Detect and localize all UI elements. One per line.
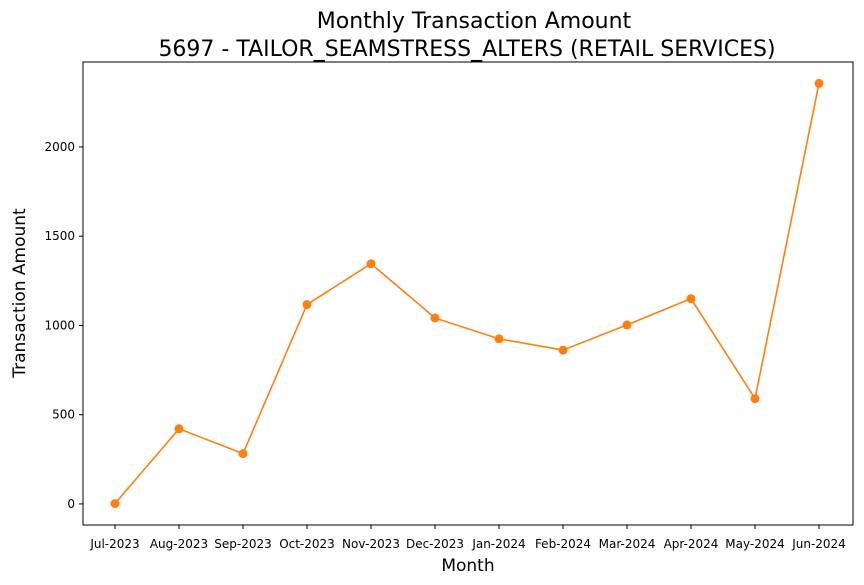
series-line — [114, 83, 820, 505]
x-tick-label: Feb-2024 — [535, 537, 591, 551]
plot-area — [82, 61, 854, 526]
y-axis-label: Transaction Amount — [10, 208, 30, 379]
data-point — [622, 320, 632, 330]
series-layer — [110, 78, 824, 509]
x-tick-label: Aug-2023 — [150, 537, 208, 551]
data-point — [238, 449, 248, 459]
y-tick-label: 500 — [52, 408, 75, 422]
y-tick-label: 1500 — [44, 229, 75, 243]
x-tick-label: Oct-2023 — [279, 537, 335, 551]
data-point — [686, 294, 696, 304]
data-point — [558, 345, 568, 355]
x-tick-label: Dec-2023 — [406, 537, 464, 551]
data-point — [110, 499, 120, 509]
chart-title: Monthly Transaction Amount — [317, 9, 632, 34]
y-tick-label: 0 — [67, 497, 75, 511]
y-axis: 0 500 1000 1500 2000 — [44, 140, 83, 511]
x-tick-label: Jul-2023 — [89, 537, 139, 551]
x-tick-label: Sep-2023 — [214, 537, 272, 551]
y-tick-label: 2000 — [44, 140, 75, 154]
data-point — [174, 424, 184, 434]
data-point — [430, 313, 440, 323]
x-axis: Jul-2023 Aug-2023 Sep-2023 Oct-2023 Nov-2023… — [89, 525, 846, 551]
x-tick-label: May-2024 — [725, 537, 784, 551]
x-tick-label: Jan-2024 — [471, 537, 525, 551]
data-point — [814, 78, 824, 88]
x-axis-label: Month — [441, 556, 494, 576]
data-point — [366, 259, 376, 269]
data-point — [494, 334, 504, 344]
x-tick-label: Apr-2024 — [664, 537, 719, 551]
x-tick-label: Nov-2023 — [342, 537, 400, 551]
x-tick-label: Mar-2024 — [599, 537, 656, 551]
y-tick-label: 1000 — [44, 318, 75, 332]
data-point — [750, 394, 760, 404]
x-tick-label: Jun-2024 — [791, 537, 846, 551]
data-point — [302, 300, 312, 310]
chart-subtitle: 5697 - TAILOR_SEAMSTRESS_ALTERS (RETAIL … — [158, 37, 775, 62]
